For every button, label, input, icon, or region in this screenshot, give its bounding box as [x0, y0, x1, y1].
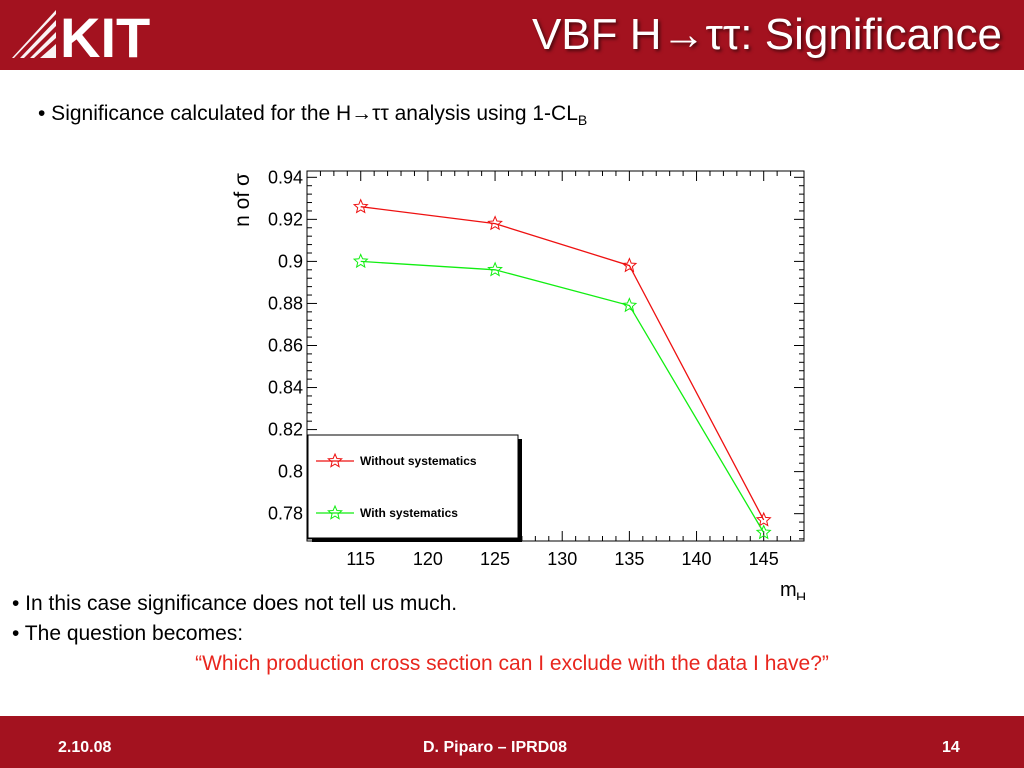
intro-bullet: • Significance calculated for the H→ττ a…	[38, 102, 587, 128]
data-point-series-2	[755, 524, 772, 540]
y-tick-label: 0.92	[268, 209, 303, 229]
x-tick-label: 115	[346, 549, 375, 569]
legend-label-1: Without systematics	[360, 454, 477, 468]
footer-date: 2.10.08	[58, 739, 112, 756]
header-bar: KIT VBF H→ττ: Significance	[0, 0, 1024, 70]
plot-frame	[306, 170, 805, 542]
legend-marker-1	[327, 452, 343, 468]
series-line-2	[360, 260, 765, 533]
logo-text: KIT	[60, 6, 150, 62]
y-tick-label: 0.82	[268, 420, 303, 440]
x-tick-label: 130	[547, 549, 577, 569]
x-tick-label: 140	[682, 549, 712, 569]
data-point-series-2	[352, 253, 369, 269]
y-tick-label: 0.9	[278, 251, 303, 271]
data-point-series-1	[487, 215, 503, 231]
page-number: 14	[942, 739, 960, 756]
y-tick-label: 0.86	[268, 335, 303, 355]
series-line-1	[360, 206, 765, 521]
y-axis-label: n of σ	[231, 173, 254, 227]
data-point-series-2	[487, 261, 503, 277]
kit-logo: KIT	[12, 6, 150, 62]
slide-title: VBF H→ττ: Significance	[531, 10, 1002, 59]
x-axis-label: m	[780, 579, 797, 600]
intro-text: • Significance calculated for the H→ττ a…	[38, 102, 578, 125]
data-point-series-1	[352, 198, 369, 214]
y-tick-label: 0.8	[278, 462, 303, 482]
y-tick-label: 0.88	[268, 293, 303, 313]
footer-author: D. Piparo – IPRD08	[423, 739, 568, 756]
bullet-2: • The question becomes:	[12, 622, 244, 645]
legend-marker-2	[327, 504, 343, 520]
significance-chart: 115 120 125 130 135 140 145 0.78 0.8 0.82 0.84 0.86…	[231, 167, 806, 600]
x-tick-label: 145	[749, 549, 779, 569]
footer-bar: 2.10.08 D. Piparo – IPRD08 14	[0, 716, 1024, 768]
x-axis-label-subscript: H	[796, 589, 806, 600]
legend-label-2: With systematics	[360, 506, 458, 520]
data-point-series-1	[755, 511, 772, 527]
data-point-series-1	[621, 257, 638, 273]
data-point-series-2	[621, 297, 638, 313]
y-tick-label: 0.94	[268, 167, 303, 187]
x-tick-label: 125	[480, 549, 510, 569]
quote-text: “Which production cross section can I ex…	[195, 652, 829, 675]
intro-subscript: B	[577, 112, 588, 128]
y-tick-label: 0.84	[268, 378, 303, 398]
bullet-1: • In this case significance does not tel…	[12, 592, 458, 615]
x-tick-label: 120	[413, 549, 443, 569]
legend-box	[307, 434, 519, 539]
x-tick-label: 135	[614, 549, 644, 569]
y-tick-label: 0.78	[268, 504, 303, 524]
